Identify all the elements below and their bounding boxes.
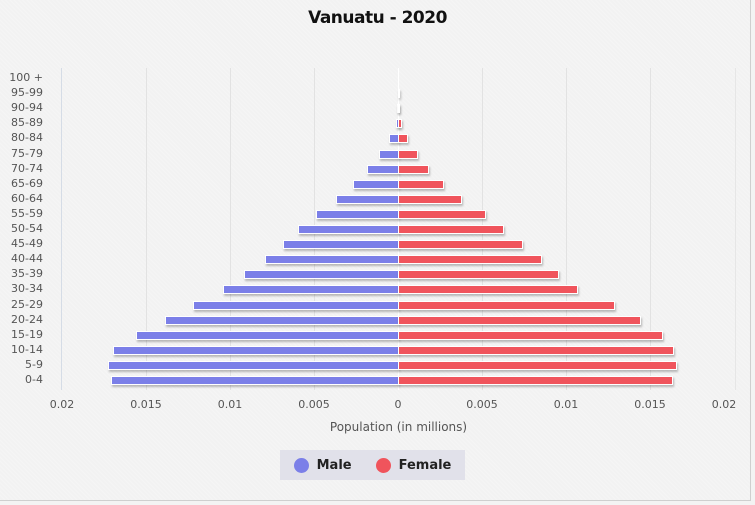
bar-male[interactable] — [379, 149, 399, 159]
bar-female[interactable] — [398, 209, 487, 219]
legend-item-female[interactable]: Female — [375, 457, 452, 473]
bar-female[interactable] — [398, 149, 418, 159]
bar-female[interactable] — [398, 330, 663, 340]
bar-male[interactable] — [352, 179, 399, 189]
y-tick-label: 65-69 — [11, 176, 43, 190]
x-tick-label: 0.005 — [298, 398, 330, 411]
x-tick-label: 0 — [394, 398, 402, 411]
bar-female[interactable] — [398, 225, 504, 234]
y-tick-label: 0-4 — [25, 373, 43, 386]
x-tick-label: 0.02 — [49, 398, 75, 411]
y-tick-label: 15-19 — [11, 327, 43, 341]
bar-female[interactable] — [398, 119, 403, 129]
bar-male[interactable] — [108, 360, 399, 370]
bar-female[interactable] — [398, 164, 430, 174]
x-axis-title: Population (in millions) — [329, 420, 468, 434]
bar-female[interactable] — [398, 285, 578, 295]
bar-female[interactable] — [398, 179, 445, 189]
bar-female[interactable] — [398, 270, 559, 280]
bar-female[interactable] — [398, 104, 400, 114]
y-tick-label: 80-84 — [11, 131, 43, 145]
bar-male[interactable] — [164, 315, 399, 325]
bar-female[interactable] — [398, 240, 523, 250]
y-tick-label: 75-79 — [11, 146, 43, 160]
x-tick-label: 0.02 — [711, 398, 737, 411]
y-tick-label: 55-59 — [11, 206, 43, 220]
legend-label-female: Female — [398, 457, 452, 473]
bar-male[interactable] — [366, 164, 399, 174]
legend-item-male[interactable]: Male — [293, 457, 352, 473]
y-tick-label: 20-24 — [11, 312, 43, 326]
y-tick-label: 70-74 — [11, 161, 43, 175]
y-tick-label: 100 + — [9, 71, 43, 84]
x-tick-label: 0.005 — [466, 398, 498, 411]
bar-male[interactable] — [264, 255, 399, 265]
bar-female[interactable] — [398, 89, 400, 99]
y-tick-label: 35-39 — [11, 267, 43, 281]
bar-male[interactable] — [193, 300, 399, 310]
y-tick-label: 60-64 — [11, 191, 43, 205]
bar-male[interactable] — [316, 209, 399, 219]
gridline — [650, 68, 651, 390]
x-tick-label: 0.01 — [553, 398, 579, 411]
bar-female[interactable] — [398, 134, 409, 144]
y-tick-label: 50-54 — [11, 222, 43, 235]
y-tick-label: 90-94 — [11, 101, 43, 115]
bar-female[interactable] — [398, 360, 678, 370]
bar-male[interactable] — [282, 240, 399, 250]
legend: Male Female — [280, 450, 465, 480]
bar-male[interactable] — [222, 285, 399, 295]
y-axis-line — [61, 68, 62, 390]
bar-female[interactable] — [398, 300, 616, 310]
y-tick-label: 30-34 — [11, 282, 43, 296]
y-tick-label: 45-49 — [11, 237, 43, 251]
chart-title: Vanuatu - 2020 — [308, 8, 447, 28]
x-tick-label: 0.01 — [217, 398, 243, 411]
bar-male[interactable] — [113, 345, 399, 355]
male-dot-icon — [293, 457, 309, 473]
y-tick-label: 25-29 — [11, 297, 43, 311]
bar-female[interactable] — [398, 194, 462, 204]
bar-male[interactable] — [298, 225, 399, 234]
bar-female[interactable] — [398, 376, 673, 385]
bar-male[interactable] — [243, 270, 399, 280]
gridline — [566, 68, 567, 390]
y-tick-label: 40-44 — [11, 252, 43, 266]
bar-female[interactable] — [398, 315, 641, 325]
bar-female[interactable] — [398, 255, 542, 265]
bar-male[interactable] — [336, 194, 399, 204]
bar-female[interactable] — [398, 345, 675, 355]
y-tick-label: 95-99 — [11, 86, 43, 100]
y-tick-label: 85-89 — [11, 116, 43, 130]
x-tick-label: 0.015 — [634, 398, 666, 411]
plot-right-border — [735, 68, 736, 390]
bar-male[interactable] — [111, 376, 399, 385]
bar-male[interactable] — [135, 330, 399, 340]
gridline — [146, 68, 147, 390]
x-tick-label: 0.015 — [130, 398, 162, 411]
y-tick-label: 10-14 — [11, 342, 43, 356]
gridline — [230, 68, 231, 390]
legend-label-male: Male — [316, 457, 352, 473]
y-tick-label: 5-9 — [25, 357, 43, 371]
female-dot-icon — [375, 457, 391, 473]
